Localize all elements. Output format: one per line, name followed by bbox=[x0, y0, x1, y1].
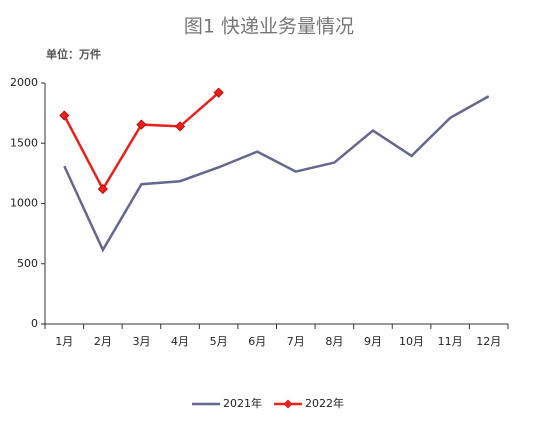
y-tick-label: 500 bbox=[17, 257, 38, 270]
x-tick-label: 2月 bbox=[94, 335, 112, 348]
y-tick-label: 1500 bbox=[10, 136, 38, 149]
point-marker bbox=[59, 110, 70, 121]
legend-label: 2021年 bbox=[223, 396, 262, 410]
x-tick-label: 5月 bbox=[210, 335, 228, 348]
chart-title: 图1 快递业务量情况 bbox=[184, 16, 354, 38]
x-tick-label: 7月 bbox=[287, 335, 305, 348]
unit-label: 单位：万件 bbox=[46, 47, 101, 61]
point-marker bbox=[213, 87, 224, 98]
y-tick-label: 1000 bbox=[10, 197, 38, 210]
point-marker bbox=[174, 121, 186, 132]
y-tick-label: 2000 bbox=[10, 76, 38, 89]
x-tick-label: 12月 bbox=[476, 335, 501, 348]
x-tick-label: 4月 bbox=[171, 335, 189, 348]
point-marker bbox=[97, 183, 108, 195]
series-line bbox=[63, 95, 490, 253]
legend-marker bbox=[283, 399, 293, 409]
point-marker bbox=[136, 119, 147, 130]
y-tick-label: 0 bbox=[31, 317, 38, 330]
x-tick-label: 8月 bbox=[325, 335, 343, 348]
legend-label: 2022年 bbox=[305, 396, 344, 410]
x-tick-label: 9月 bbox=[364, 335, 382, 348]
x-tick-label: 10月 bbox=[399, 335, 424, 348]
x-tick-label: 11月 bbox=[438, 335, 463, 348]
x-tick-label: 1月 bbox=[55, 335, 73, 348]
x-tick-label: 6月 bbox=[248, 335, 266, 348]
x-tick-label: 3月 bbox=[132, 335, 150, 348]
